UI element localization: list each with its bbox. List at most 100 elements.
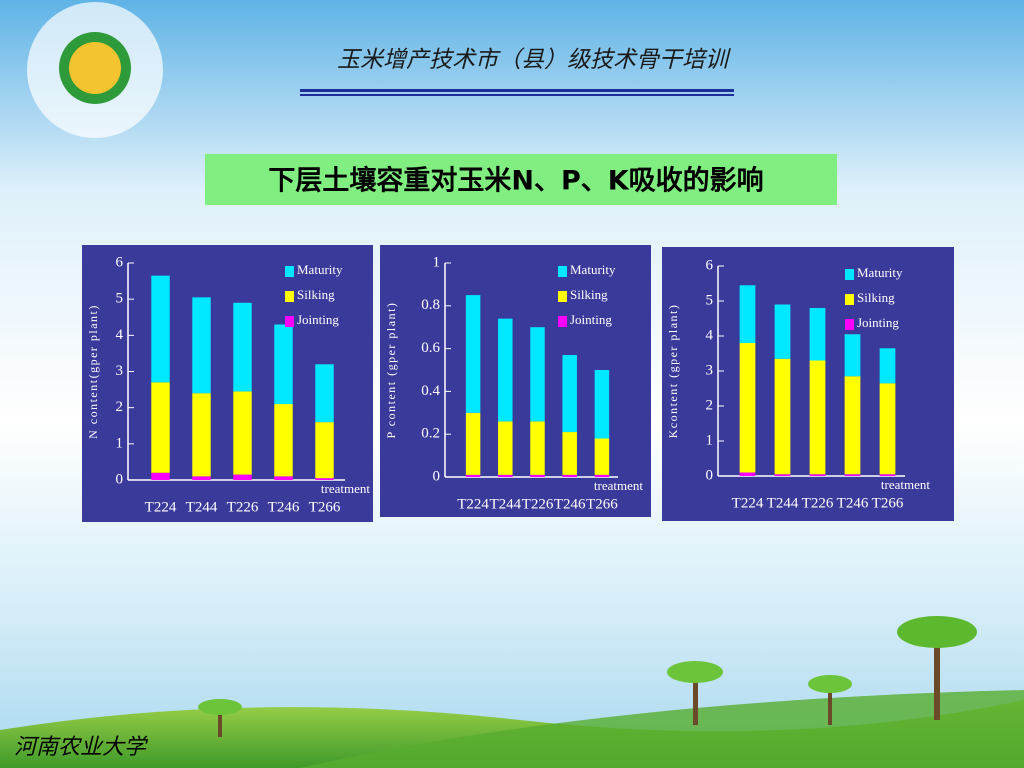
legend-swatch <box>285 266 294 277</box>
bar-segment <box>315 364 334 423</box>
y-axis-label: P content (gper plant) <box>384 302 398 439</box>
y-tick-label: 5 <box>116 291 124 307</box>
legend-label: Silking <box>857 290 895 305</box>
legend-label: Maturity <box>570 262 616 277</box>
x-tick-label: T266 <box>309 499 341 515</box>
bar-segment <box>498 474 513 477</box>
bar-segment <box>233 302 252 392</box>
hill <box>300 690 1024 768</box>
legend-label: Maturity <box>297 262 343 277</box>
y-tick-label: 5 <box>706 292 714 308</box>
x-tick-label: T244 <box>767 495 799 511</box>
y-tick-label: 3 <box>706 362 714 378</box>
legend-label: Silking <box>297 287 335 302</box>
chart-background <box>380 245 651 517</box>
legend-swatch <box>558 291 567 302</box>
bar-segment <box>739 285 756 343</box>
bar-segment <box>465 474 481 477</box>
x-tick-label: T266 <box>872 495 904 511</box>
x-tick-label: T226 <box>522 496 554 512</box>
bar-segment <box>562 432 577 475</box>
x-tick-label: T226 <box>802 495 834 511</box>
legend-label: Jointing <box>570 312 612 327</box>
bar-segment <box>465 295 481 413</box>
x-tick-label: T224 <box>145 499 177 515</box>
bar-segment <box>594 370 610 439</box>
x-tick-label: T224 <box>457 496 489 512</box>
chart: 0 0.2 0.4 0.6 0.8 1 T224 T244 T226 T246 T266 treatm… <box>380 245 651 517</box>
legend-label: Jointing <box>297 312 339 327</box>
x-tick-label: T246 <box>268 499 300 515</box>
y-tick-label: 2 <box>116 399 124 415</box>
bar-segment <box>879 348 896 384</box>
bar-segment <box>274 476 293 480</box>
bar-segment <box>151 382 170 473</box>
bar-segment <box>844 334 861 377</box>
logo-center <box>69 42 121 94</box>
bar-segment <box>844 474 861 476</box>
bar-segment <box>844 376 861 475</box>
bar-segment <box>562 474 577 477</box>
x-tick-label: T246 <box>554 496 586 512</box>
y-tick-label: 1 <box>706 432 714 448</box>
bar-segment <box>774 358 791 475</box>
legend-label: Jointing <box>857 315 899 330</box>
legend-swatch <box>285 316 294 327</box>
bar-segment <box>530 421 545 475</box>
footer: 河南农业大学 <box>14 734 149 759</box>
bar-segment <box>739 343 756 473</box>
y-tick-label: 0 <box>706 467 714 483</box>
x-axis-label: treatment <box>881 477 930 492</box>
y-tick-label: 0 <box>433 468 441 484</box>
bar-segment <box>774 474 791 476</box>
legend-swatch <box>845 294 854 305</box>
x-tick-label: T224 <box>732 495 764 511</box>
y-tick-label: 0 <box>116 471 124 487</box>
bar-segment <box>192 476 211 480</box>
bar-segment <box>879 383 896 475</box>
x-tick-label: T246 <box>837 495 869 511</box>
y-tick-label: 1 <box>116 435 124 451</box>
chart: 0 1 2 3 4 5 6 T224 T244 T226 T246 T266 treatment Kcon… <box>662 247 954 521</box>
bar-segment <box>498 421 513 475</box>
bar-segment <box>739 472 756 476</box>
legend-swatch <box>558 266 567 277</box>
bar-segment <box>530 327 545 422</box>
bar-segment <box>498 318 513 422</box>
bar-segment <box>809 308 826 361</box>
chart: 0 1 2 3 4 5 6 T224 T244 T226 T246 T266 treatment N co… <box>82 245 373 522</box>
x-tick-label: T266 <box>586 496 618 512</box>
bar-segment <box>594 438 610 475</box>
bar-segment <box>809 474 826 476</box>
y-axis-label: Kcontent (gper plant) <box>666 304 680 439</box>
x-tick-label: T226 <box>227 499 259 515</box>
bar-segment <box>879 474 896 476</box>
legend-label: Maturity <box>857 265 903 280</box>
y-tick-label: 1 <box>433 254 441 270</box>
x-tick-label: T244 <box>489 496 521 512</box>
x-axis-label: treatment <box>321 481 370 496</box>
y-tick-label: 0.4 <box>421 383 440 399</box>
bar-segment <box>465 412 481 475</box>
bar-segment <box>774 304 791 359</box>
y-tick-label: 3 <box>116 363 124 379</box>
legend-label: Silking <box>570 287 608 302</box>
y-tick-label: 0.2 <box>421 426 440 442</box>
bar-segment <box>274 324 293 405</box>
header-rule <box>300 89 734 92</box>
y-tick-label: 4 <box>706 327 714 343</box>
legend-swatch <box>285 291 294 302</box>
bar-segment <box>233 391 252 475</box>
bar-segment <box>562 355 577 433</box>
legend-swatch <box>845 319 854 330</box>
y-tick-label: 4 <box>116 327 124 343</box>
trees <box>198 616 977 737</box>
title-box <box>205 154 837 205</box>
x-tick-label: T244 <box>186 499 218 515</box>
header: 玉米增产技术市（县）级技术骨干培训 <box>337 47 731 72</box>
bar-segment <box>809 360 826 475</box>
bar-segment <box>192 393 211 477</box>
bar-segment <box>274 404 293 477</box>
bar-segment <box>151 275 170 383</box>
